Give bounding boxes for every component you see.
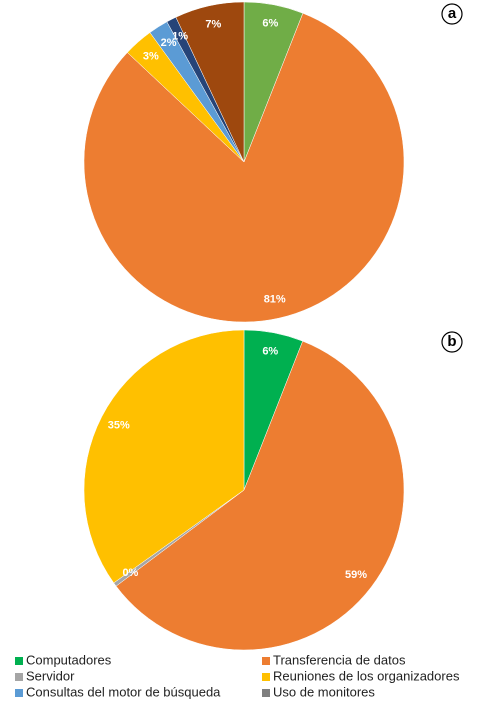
pie-slice (83, 329, 245, 584)
data-label: 6% (262, 18, 278, 30)
data-label: 59% (345, 569, 367, 581)
legend-swatch (15, 689, 23, 697)
legend-swatch (15, 673, 23, 681)
panel-badge (441, 331, 463, 353)
legend-label: Reuniones de los organizadores (273, 668, 460, 683)
panel-badge (441, 3, 463, 25)
legend-label: Uso de monitores (273, 684, 375, 699)
legend-swatch (262, 689, 270, 697)
data-label: 0% (122, 567, 138, 579)
data-label: 7% (205, 18, 221, 30)
pie-slice (175, 1, 245, 163)
data-label: 6% (262, 346, 278, 358)
data-label: 81% (264, 293, 286, 305)
data-label: 1% (172, 30, 188, 42)
legend-label: Computadores (26, 652, 112, 667)
data-label: 2% (161, 37, 177, 49)
pie-slice (115, 340, 405, 651)
legend-label: Servidor (26, 668, 75, 683)
legend-swatch (262, 673, 270, 681)
panel-label: b (447, 333, 456, 350)
data-label: 3% (143, 50, 159, 62)
legend-swatch (15, 657, 23, 665)
legend-label: Transferencia de datos (273, 652, 406, 667)
legend-label: Consultas del motor de búsqueda (26, 684, 221, 699)
data-label: 35% (108, 419, 130, 431)
legend-swatch (262, 657, 270, 665)
pie-slice (83, 12, 405, 323)
panel-label: a (448, 5, 457, 22)
